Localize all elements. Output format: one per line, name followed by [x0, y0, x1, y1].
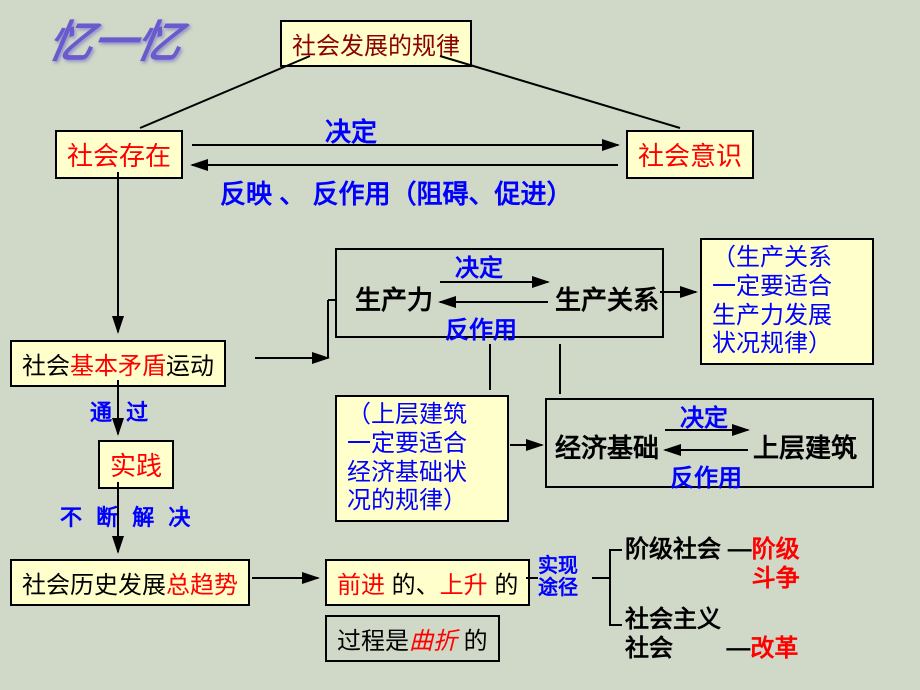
label-react-2: 反作用 [445, 310, 517, 345]
qj-3: 上升 [440, 572, 488, 599]
node-top-text: 社会发展的规律 [292, 33, 460, 60]
jiben-mid: 基本矛盾 [70, 353, 166, 380]
gc-1: 过程是 [337, 628, 409, 655]
node-law-production: （生产关系 一定要适合 生产力发展 状况规律） [700, 238, 874, 365]
practice-text: 实践 [110, 451, 162, 481]
node-socialist-society: 社会主义 社会 —改革 [625, 606, 798, 664]
qj-2: 的、 [385, 572, 440, 599]
node-forward-upward: 前进 的、上升 的 [325, 559, 530, 606]
law2-l4: 况的规律） [347, 487, 467, 514]
zqs-mid: 总趋势 [166, 572, 238, 599]
node-economic-base: 经济基础 [555, 428, 659, 465]
label-determine-3: 决定 [680, 398, 728, 433]
jj-4: 斗争 [752, 565, 800, 592]
qj-4: 的 [488, 572, 519, 599]
sx-l1: 实现 [538, 555, 578, 577]
law1-l1: （生产关系 [712, 244, 832, 271]
node-class-society: 阶级社会 —阶级 阶级社会 —斗争 [625, 536, 800, 594]
node-social-consciousness: 社会意识 [626, 130, 754, 179]
jj-1: 阶级社会 [625, 536, 728, 563]
label-continuously-solve: 不 断 解 决 [60, 500, 194, 532]
node-law-superstructure: （上层建筑 一定要适合 经济基础状 况的规律） [335, 395, 509, 522]
gc-3: 的 [457, 628, 488, 655]
node-superstructure: 上层建筑 [753, 428, 857, 465]
gc-2: 曲折 [409, 628, 457, 655]
sh-2a: 社会 [625, 635, 673, 662]
node-top: 社会发展的规律 [280, 20, 472, 67]
law1-l4: 状况规律） [712, 330, 832, 357]
jiben-pre: 社会 [22, 353, 70, 380]
node-production-relations: 生产关系 [555, 280, 659, 317]
law2-l1: （上层建筑 [347, 401, 467, 428]
zqs-pre: 社会历史发展 [22, 572, 166, 599]
label-reflect-react: 反映 、 反作用（阻碍、促进） [220, 174, 572, 211]
node-productive-forces: 生产力 [355, 280, 433, 317]
label-react-3: 反作用 [670, 458, 742, 493]
law2-l2: 一定要适合 [347, 430, 467, 457]
sh-1: 社会主义 [625, 606, 721, 633]
jj-3: 阶级 [752, 536, 800, 563]
law1-l2: 一定要适合 [712, 273, 832, 300]
node-tortuous: 过程是曲折 的 [325, 615, 500, 662]
sh-2b: — [673, 635, 750, 662]
label-determine-2: 决定 [455, 248, 503, 283]
node-general-trend: 社会历史发展总趋势 [10, 559, 250, 606]
node-practice: 实践 [98, 440, 174, 489]
node-social-existence-text: 社会存在 [67, 141, 171, 171]
node-basic-contradiction: 社会基本矛盾运动 [10, 340, 226, 387]
jiben-suf: 运动 [166, 353, 214, 380]
sx-l2: 途径 [538, 577, 578, 599]
label-determine-1: 决定 [325, 112, 377, 149]
label-realize-path: 实现 途径 [538, 555, 578, 599]
law2-l3: 经济基础状 [347, 459, 467, 486]
jj-2: — [728, 536, 752, 563]
sh-2c: 改革 [750, 635, 798, 662]
node-social-consciousness-text: 社会意识 [638, 141, 742, 171]
law1-l3: 生产力发展 [712, 302, 832, 329]
page-title: 忆一忆 [44, 6, 187, 70]
qj-1: 前进 [337, 572, 385, 599]
node-social-existence: 社会存在 [55, 130, 183, 179]
label-through: 通 过 [90, 395, 152, 427]
